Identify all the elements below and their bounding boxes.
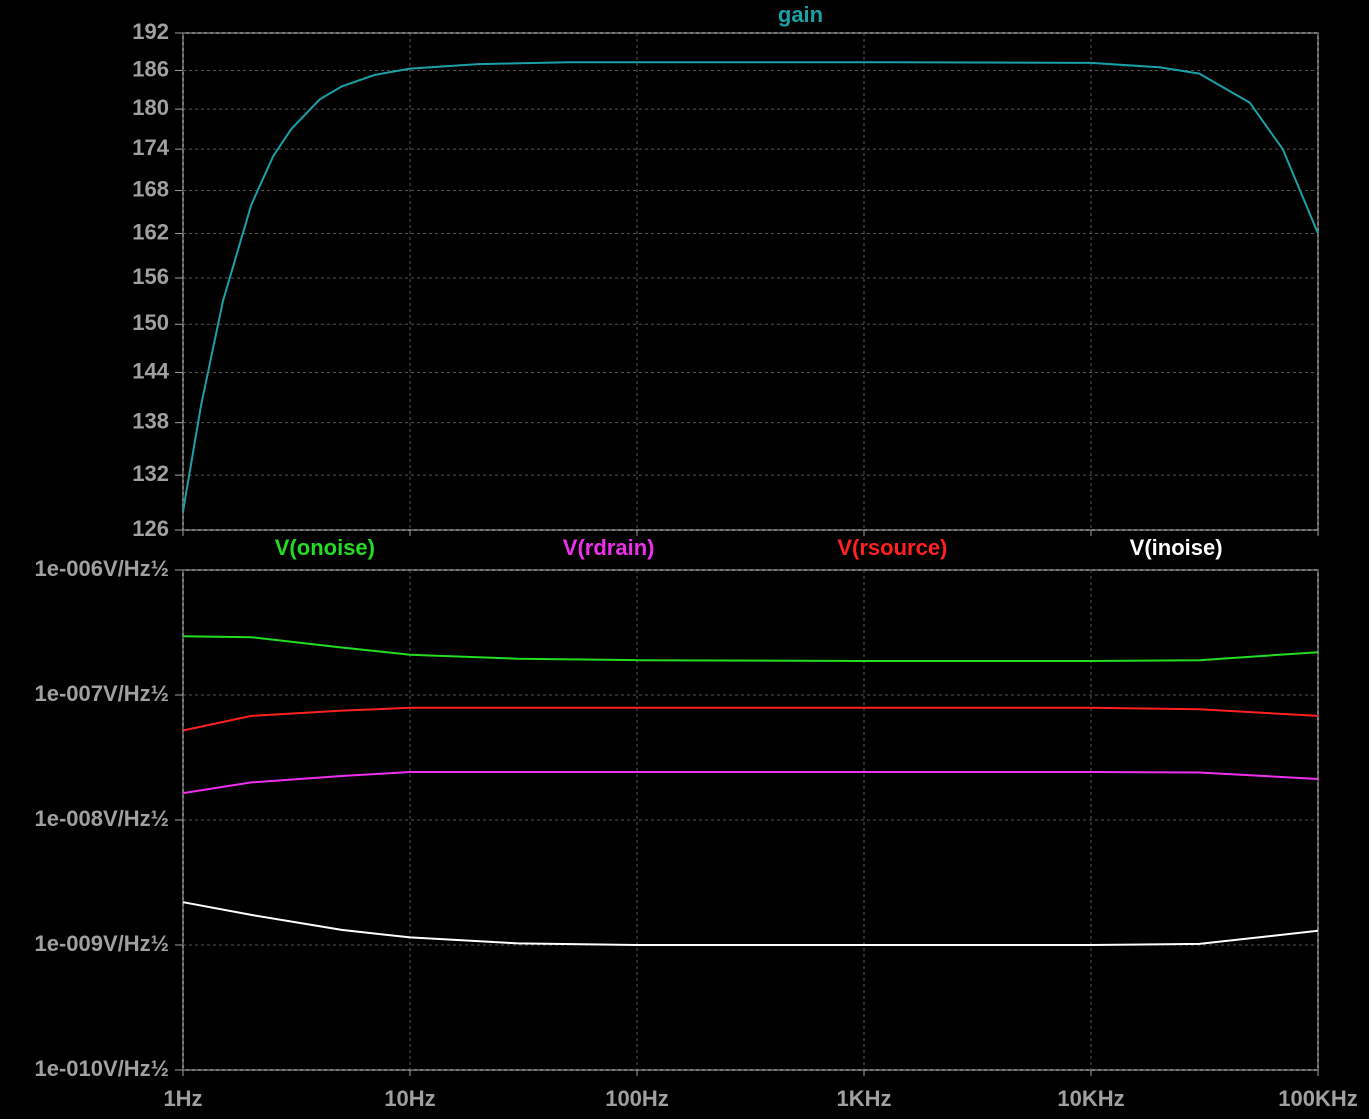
y-tick-label: 186	[132, 56, 169, 81]
x-tick-label: 100KHz	[1278, 1086, 1357, 1111]
legend-label: V(rdrain)	[563, 535, 655, 560]
y-tick-label: 1e-008V/Hz½	[34, 806, 169, 831]
series-line	[182, 771, 1319, 795]
series-line	[182, 635, 1319, 662]
y-tick-label: 138	[132, 408, 169, 433]
y-tick-label: 126	[132, 516, 169, 541]
y-tick-label: 1e-007V/Hz½	[34, 681, 169, 706]
legend-label: V(inoise)	[1130, 535, 1223, 560]
y-tick-label: 150	[132, 310, 169, 335]
x-tick-label: 1Hz	[163, 1086, 202, 1111]
y-tick-label: 156	[132, 264, 169, 289]
y-tick-label: 132	[132, 461, 169, 486]
legend-label: gain	[778, 2, 823, 27]
y-tick-label: 162	[132, 219, 169, 244]
x-tick-label: 10Hz	[384, 1086, 435, 1111]
y-tick-label: 168	[132, 176, 169, 201]
x-tick-label: 10KHz	[1057, 1086, 1124, 1111]
legend-label: V(onoise)	[275, 535, 375, 560]
x-tick-label: 100Hz	[605, 1086, 669, 1111]
series-line	[182, 901, 1319, 946]
y-tick-label: 1e-010V/Hz½	[34, 1056, 169, 1081]
y-tick-label: 144	[132, 358, 169, 383]
x-tick-label: 1KHz	[836, 1086, 891, 1111]
y-tick-label: 180	[132, 95, 169, 120]
series-line	[182, 61, 1319, 512]
y-tick-label: 192	[132, 19, 169, 44]
series-line	[182, 706, 1319, 732]
y-tick-label: 174	[132, 135, 169, 160]
y-tick-label: 1e-009V/Hz½	[34, 931, 169, 956]
plot-frame	[182, 32, 1319, 531]
y-tick-label: 1e-006V/Hz½	[34, 556, 169, 581]
legend-label: V(rsource)	[837, 535, 947, 560]
